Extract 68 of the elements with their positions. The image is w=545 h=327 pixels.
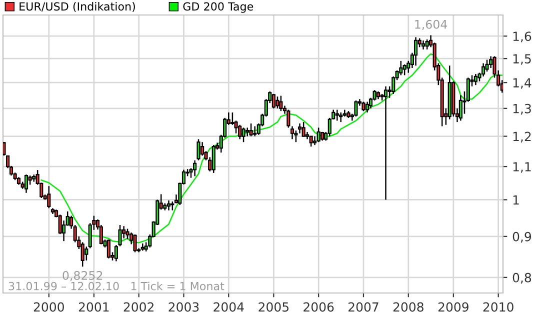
candlestick [458, 94, 462, 122]
y-tick-label: 1 [513, 195, 519, 204]
candlestick [249, 122, 253, 137]
candlestick [339, 112, 343, 123]
candlestick [3, 141, 6, 156]
legend-label: EUR/USD (Indikation) [20, 2, 135, 12]
candlestick [47, 185, 51, 209]
candlestick [114, 244, 118, 262]
x-tick-label: 2006 [304, 302, 334, 312]
candlestick [28, 174, 32, 186]
x-tick-label: 2000 [34, 302, 64, 312]
annotation: 0,8252 [62, 271, 102, 282]
candlestick [362, 101, 366, 112]
x-tick-label: 2007 [348, 302, 378, 312]
x-tick-label: 2004 [214, 302, 244, 312]
y-tick-label: 0,9 [512, 232, 532, 243]
y-tick-label: 1,4 [513, 78, 532, 89]
candlestick [166, 200, 171, 211]
candlestick [242, 127, 246, 143]
x-tick-label: 2002 [124, 302, 154, 312]
candlestick [24, 174, 28, 194]
x-tick-label: 2003 [168, 302, 199, 312]
candlestick [354, 100, 358, 118]
y-tick-label: 1,1 [513, 162, 531, 173]
candlestick [276, 96, 280, 110]
candlestick [246, 127, 250, 137]
candlestick [118, 224, 122, 247]
candlestick [302, 121, 306, 137]
candlestick [414, 36, 418, 66]
candlestick [384, 86, 388, 200]
candlestick [238, 124, 242, 140]
y-tick-label: 1,5 [513, 54, 531, 65]
y-tick-label: 1,3 [513, 104, 531, 115]
candlestick [290, 126, 294, 140]
candlestick [335, 109, 339, 122]
x-tick-label: 2008 [393, 302, 424, 312]
candlestick [399, 60, 403, 76]
candlestick [253, 126, 257, 137]
candlestick [106, 238, 110, 259]
x-tick-label: 2005 [258, 302, 288, 312]
y-tick-label: 1,6 [513, 32, 532, 42]
candlestick [482, 62, 486, 78]
candlestick [272, 93, 276, 110]
candlestick [133, 234, 137, 253]
x-tick-label: 2010 [483, 302, 514, 312]
candlestick [366, 101, 370, 114]
annotation: 31.01.99 – 12.02.10 1 Tick = 1 Monat [8, 282, 224, 290]
y-tick-label: 1,2 [513, 132, 531, 142]
candlestick [230, 112, 234, 126]
y-tick-label: 0,8 [512, 272, 532, 284]
candlestick [193, 160, 197, 177]
annotation: 1,604 [415, 20, 448, 30]
candlestick [402, 64, 406, 76]
candlestick [286, 109, 290, 128]
candlestick [126, 228, 130, 240]
candlestick [196, 138, 200, 161]
candlestick [425, 38, 429, 50]
candlestick [485, 59, 489, 72]
candlestick [474, 73, 478, 86]
candlestick [212, 144, 216, 174]
x-tick-label: 2009 [438, 302, 468, 312]
candlestick [200, 141, 204, 156]
candlestick [298, 122, 302, 134]
legend-label: GD 200 Tage [183, 2, 254, 13]
x-tick-label: 2001 [78, 302, 109, 312]
candlestick [279, 95, 283, 112]
candlestick [316, 127, 320, 143]
candlestick [309, 136, 313, 148]
